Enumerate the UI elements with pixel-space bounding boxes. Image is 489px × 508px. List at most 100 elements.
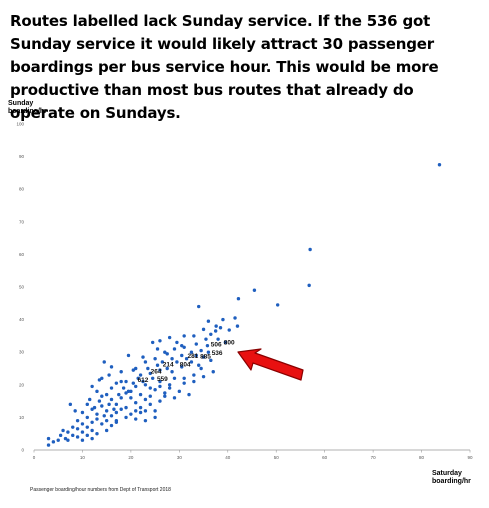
- data-point: [75, 427, 80, 431]
- data-point: [63, 436, 68, 441]
- data-point: [167, 383, 172, 387]
- data-point: [104, 428, 109, 433]
- data-point: [109, 423, 114, 428]
- data-point: [80, 438, 85, 442]
- data-point: [150, 340, 155, 345]
- data-point: [104, 418, 109, 423]
- data-point: [146, 366, 150, 371]
- data-point: [80, 430, 85, 434]
- data-point: [187, 392, 191, 397]
- data-point: [136, 376, 140, 380]
- data-point: [153, 387, 157, 392]
- data-point: [206, 319, 211, 323]
- data-point: [114, 410, 119, 415]
- data-point: [117, 392, 121, 397]
- data-point: [129, 412, 133, 416]
- data-point: [114, 381, 119, 385]
- data-point: [252, 288, 257, 292]
- data-point: [102, 360, 106, 364]
- data-point: [100, 422, 104, 426]
- data-point: [75, 418, 80, 423]
- data-point: [227, 328, 231, 332]
- data-point: [85, 433, 89, 438]
- data-point: [143, 383, 148, 387]
- data-point: [102, 414, 106, 418]
- data-point: [134, 417, 138, 421]
- data-point: [100, 404, 104, 408]
- data-point: [66, 430, 70, 434]
- data-point: [148, 394, 152, 398]
- data-point: [172, 347, 177, 351]
- data-point: [201, 374, 206, 379]
- data-point: [204, 337, 208, 341]
- data-point: [85, 425, 89, 429]
- data-point: [121, 386, 126, 390]
- data-point: [205, 343, 210, 348]
- y-tick-label: 70: [19, 219, 25, 224]
- data-point: [163, 394, 167, 398]
- data-point: [216, 337, 220, 341]
- x-tick-label: 60: [322, 455, 328, 460]
- data-point: [143, 409, 148, 413]
- data-point: [138, 410, 143, 415]
- route-label: 804: [180, 362, 191, 369]
- data-point: [155, 347, 160, 351]
- x-tick-label: 0: [33, 455, 36, 460]
- data-point: [90, 436, 94, 441]
- route-label: 536: [212, 350, 223, 357]
- data-point: [201, 327, 206, 332]
- data-point: [95, 432, 99, 436]
- data-point: [114, 418, 119, 423]
- data-point: [308, 247, 312, 252]
- data-point: [184, 357, 189, 361]
- data-point: [170, 370, 174, 374]
- data-point: [85, 415, 89, 420]
- data-point: [194, 342, 198, 346]
- y-tick-label: 30: [19, 350, 25, 355]
- data-point: [124, 405, 128, 410]
- data-point: [141, 355, 145, 359]
- route-label: 264: [151, 369, 162, 376]
- data-point: [104, 392, 109, 397]
- data-point: [275, 303, 280, 307]
- data-point: [114, 402, 119, 407]
- x-tick-label: 30: [177, 455, 183, 460]
- route-label: 885: [200, 353, 211, 360]
- data-point: [138, 405, 143, 410]
- route-label: 214: [163, 362, 174, 369]
- data-point: [209, 358, 213, 363]
- data-point: [235, 324, 240, 328]
- data-point: [172, 376, 177, 380]
- data-point: [167, 386, 172, 390]
- y-tick-label: 10: [19, 415, 25, 420]
- data-point: [138, 392, 143, 397]
- x-tick-label: 10: [80, 455, 86, 460]
- x-tick-label: 20: [128, 455, 134, 460]
- data-point: [90, 384, 94, 389]
- data-point: [61, 428, 65, 433]
- data-point: [155, 363, 160, 367]
- data-point: [163, 391, 167, 395]
- data-point: [194, 353, 198, 358]
- data-point: [80, 422, 85, 426]
- data-point: [223, 340, 228, 345]
- data-point: [209, 332, 213, 336]
- data-point: [104, 409, 109, 413]
- data-point: [97, 399, 102, 403]
- data-point: [148, 386, 152, 390]
- x-axis-title-line-2: boarding/hr: [432, 478, 471, 485]
- data-point: [126, 389, 131, 394]
- y-tick-label: 20: [19, 382, 25, 387]
- data-point: [233, 316, 237, 320]
- route-label: 281: [187, 353, 198, 360]
- data-point: [211, 370, 215, 374]
- data-point: [172, 396, 177, 400]
- data-point: [95, 389, 99, 394]
- data-point: [199, 348, 203, 353]
- data-point: [119, 407, 123, 411]
- data-point: [163, 350, 167, 354]
- data-point: [95, 412, 99, 416]
- y-tick-label: 80: [19, 187, 25, 192]
- data-point: [124, 391, 128, 395]
- data-point: [437, 163, 442, 167]
